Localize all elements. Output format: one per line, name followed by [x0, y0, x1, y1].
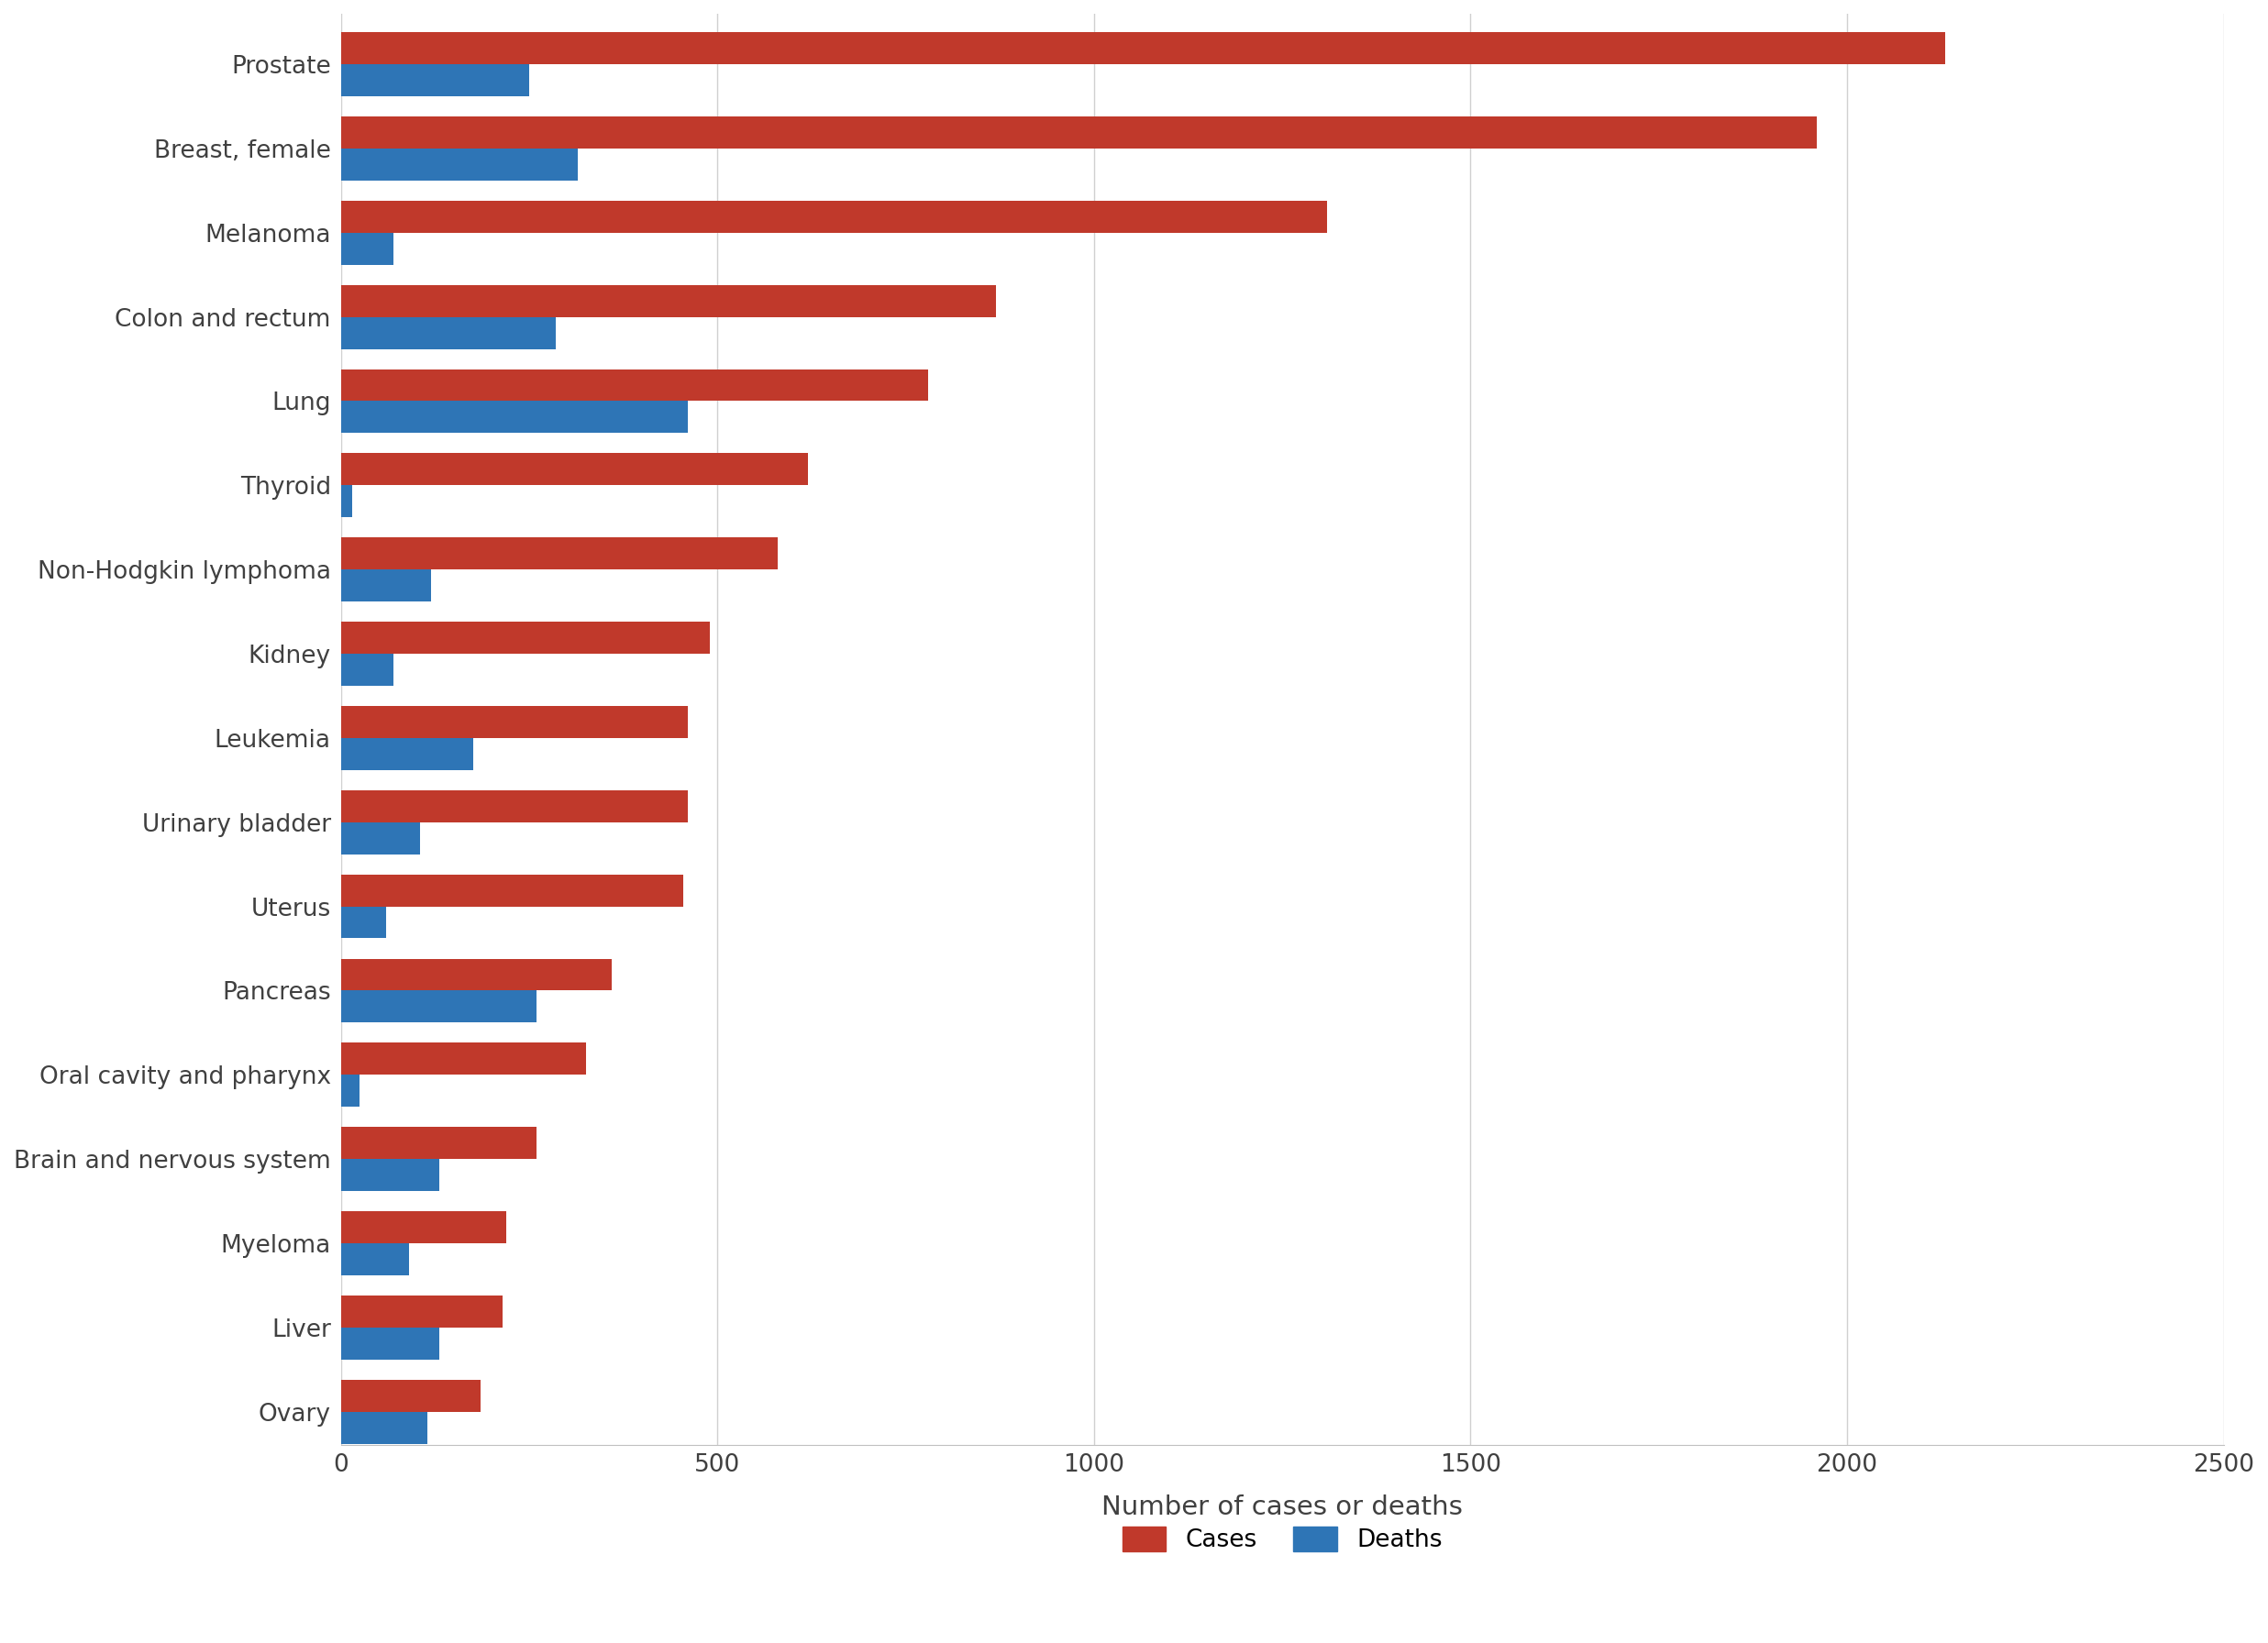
- Bar: [340, 1244, 408, 1275]
- Bar: [340, 1380, 481, 1411]
- Bar: [340, 1211, 506, 1244]
- Bar: [340, 284, 996, 317]
- Bar: [340, 991, 538, 1022]
- Bar: [340, 822, 420, 854]
- Bar: [340, 317, 556, 348]
- Bar: [340, 233, 395, 265]
- Bar: [340, 537, 778, 570]
- Bar: [340, 958, 612, 991]
- Bar: [340, 1411, 429, 1444]
- Bar: [340, 200, 1327, 233]
- Bar: [340, 738, 472, 771]
- Bar: [340, 401, 687, 434]
- Bar: [340, 148, 578, 181]
- Bar: [340, 33, 1946, 64]
- Bar: [340, 453, 807, 485]
- Bar: [340, 1295, 503, 1328]
- Bar: [340, 654, 395, 685]
- Bar: [340, 370, 928, 401]
- Bar: [340, 621, 710, 654]
- Bar: [340, 117, 1817, 148]
- X-axis label: Number of cases or deaths: Number of cases or deaths: [1102, 1495, 1463, 1520]
- Bar: [340, 907, 386, 938]
- Bar: [340, 1158, 440, 1191]
- Bar: [340, 1127, 538, 1158]
- Bar: [340, 64, 528, 97]
- Bar: [340, 790, 687, 822]
- Bar: [340, 570, 431, 601]
- Bar: [340, 706, 687, 738]
- Bar: [340, 1075, 361, 1107]
- Bar: [340, 1328, 440, 1359]
- Bar: [340, 1043, 585, 1075]
- Legend: Cases, Deaths: Cases, Deaths: [1114, 1516, 1452, 1562]
- Bar: [340, 874, 683, 907]
- Bar: [340, 485, 352, 518]
